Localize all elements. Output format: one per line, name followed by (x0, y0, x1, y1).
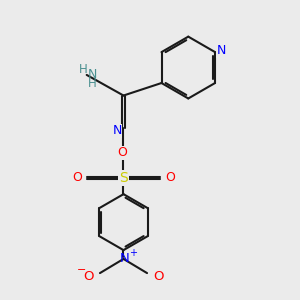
Text: N: N (87, 68, 97, 81)
Text: H: H (79, 63, 88, 76)
Text: N: N (120, 252, 130, 266)
Text: S: S (119, 171, 128, 185)
Text: N: N (112, 124, 122, 137)
Text: O: O (118, 146, 128, 159)
Text: H: H (88, 77, 96, 90)
Text: −: − (77, 265, 86, 275)
Text: O: O (72, 172, 82, 184)
Text: O: O (83, 269, 94, 283)
Text: O: O (165, 172, 175, 184)
Text: O: O (153, 269, 164, 283)
Text: +: + (129, 248, 137, 258)
Text: N: N (217, 44, 226, 57)
